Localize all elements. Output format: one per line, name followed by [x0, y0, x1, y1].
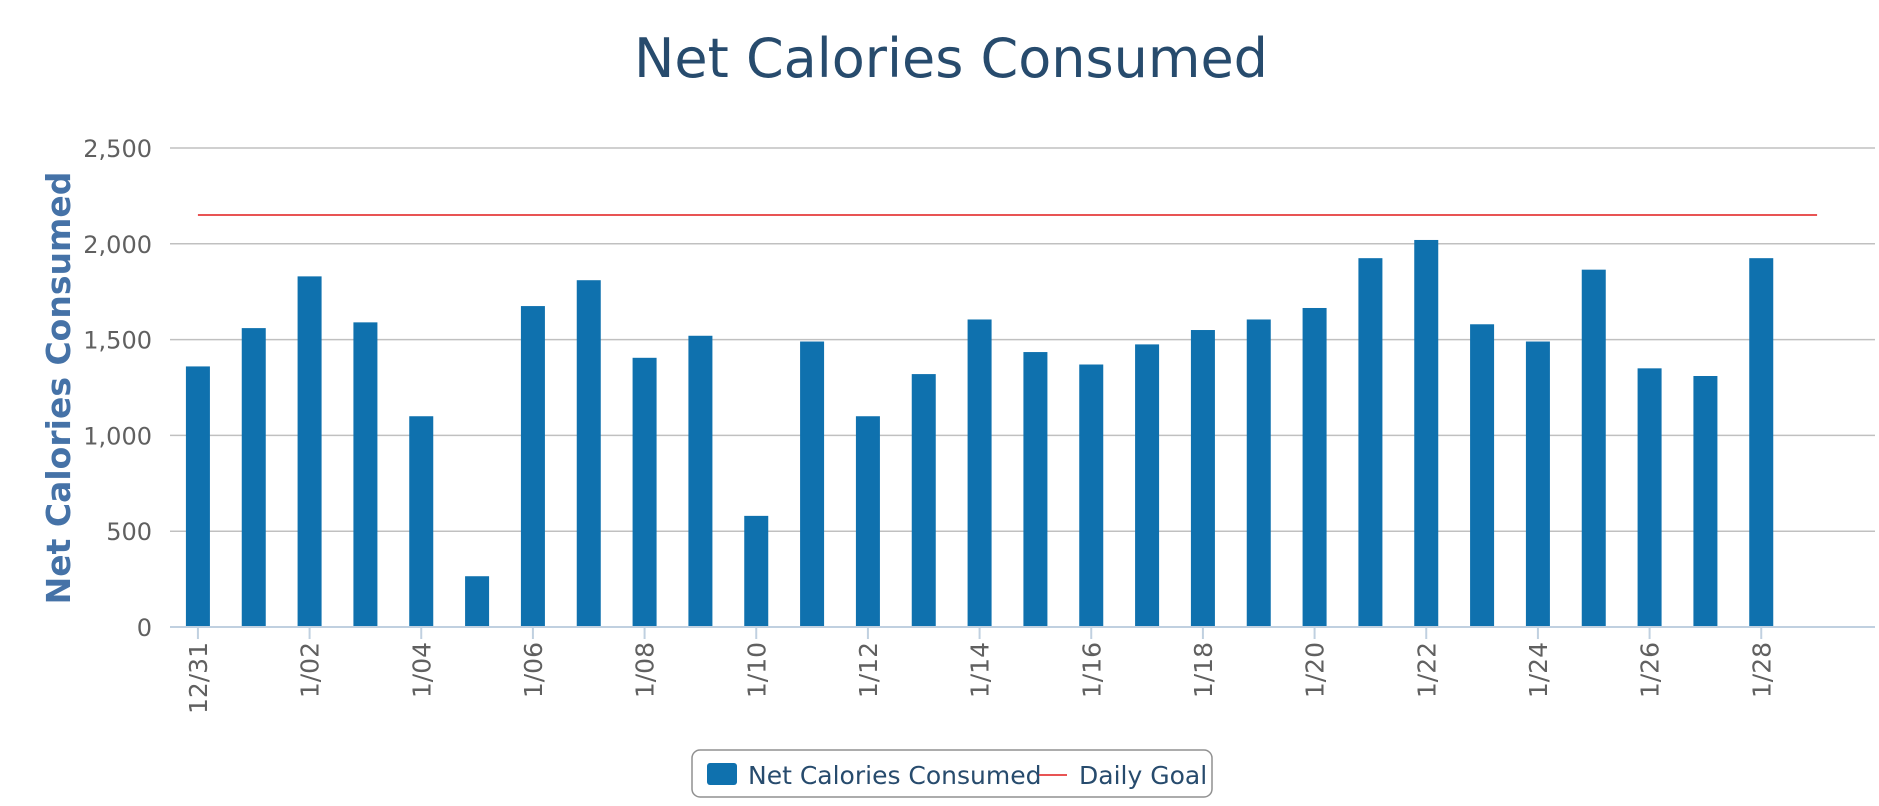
bar[interactable] [353, 322, 378, 627]
legend[interactable]: Net Calories Consumed Daily Goal [691, 749, 1213, 798]
bar[interactable] [185, 366, 210, 627]
bar[interactable] [1414, 239, 1439, 627]
bar[interactable] [520, 306, 545, 627]
y-axis-title: Net Calories Consumed [39, 172, 78, 605]
legend-label-goal[interactable]: Daily Goal [1079, 761, 1207, 790]
legend-label-bars[interactable]: Net Calories Consumed [748, 761, 1042, 790]
bar-series [185, 239, 1774, 627]
bar[interactable] [409, 416, 434, 627]
bar[interactable] [1470, 324, 1495, 627]
chart-title: Net Calories Consumed [634, 27, 1268, 90]
x-axis: 12/31 1/02 1/04 1/06 1/08 1/10 1/12 1/14 1/16 1/1… [170, 626, 1875, 714]
bar[interactable] [1637, 368, 1662, 627]
bar[interactable] [688, 335, 713, 627]
y-tick-label: 500 [106, 518, 152, 546]
x-tick-label: 1/22 [1412, 642, 1441, 698]
x-tick-label: 1/20 [1301, 642, 1330, 698]
y-tick-label: 2,500 [83, 135, 152, 163]
y-tick-label: 2,000 [83, 231, 152, 259]
x-tick-label: 1/18 [1189, 642, 1218, 698]
bar[interactable] [241, 328, 266, 627]
bar[interactable] [744, 515, 769, 627]
bar[interactable] [1358, 258, 1383, 627]
x-tick-label: 12/31 [184, 642, 213, 714]
bar[interactable] [576, 280, 601, 627]
x-tick-label: 1/24 [1524, 642, 1553, 698]
bar[interactable] [1693, 376, 1718, 627]
bar[interactable] [632, 357, 657, 627]
bar[interactable] [1023, 352, 1048, 627]
bar[interactable] [297, 276, 322, 627]
x-tick-label: 1/02 [296, 642, 325, 698]
x-tick-label: 1/28 [1747, 642, 1776, 698]
bar[interactable] [800, 341, 825, 627]
x-tick-label: 1/06 [519, 642, 548, 698]
bar[interactable] [911, 374, 936, 627]
y-tick-label: 0 [137, 614, 152, 642]
bar[interactable] [1246, 319, 1271, 627]
bar[interactable] [1302, 307, 1327, 627]
x-tick-label: 1/26 [1636, 642, 1665, 698]
bar[interactable] [1079, 364, 1104, 627]
bar[interactable] [465, 576, 490, 627]
x-tick-label: 1/16 [1077, 642, 1106, 698]
y-tick-label: 1,500 [83, 327, 152, 355]
legend-box [691, 749, 1213, 798]
bar[interactable] [1749, 258, 1774, 627]
bar[interactable] [855, 416, 880, 627]
y-axis-ticks: 0 500 1,000 1,500 2,000 2,500 [83, 135, 152, 642]
x-tick-label: 1/04 [407, 642, 436, 698]
legend-swatch-bars [707, 763, 737, 785]
bar[interactable] [1190, 330, 1215, 627]
x-tick-label: 1/14 [966, 642, 995, 698]
bar[interactable] [1581, 269, 1606, 627]
bar[interactable] [1135, 344, 1160, 627]
y-tick-label: 1,000 [83, 422, 152, 450]
x-tick-label: 1/12 [854, 642, 883, 698]
x-tick-label: 1/10 [742, 642, 771, 698]
x-tick-label: 1/08 [631, 642, 660, 698]
bar[interactable] [967, 319, 992, 627]
bar[interactable] [1525, 341, 1550, 627]
